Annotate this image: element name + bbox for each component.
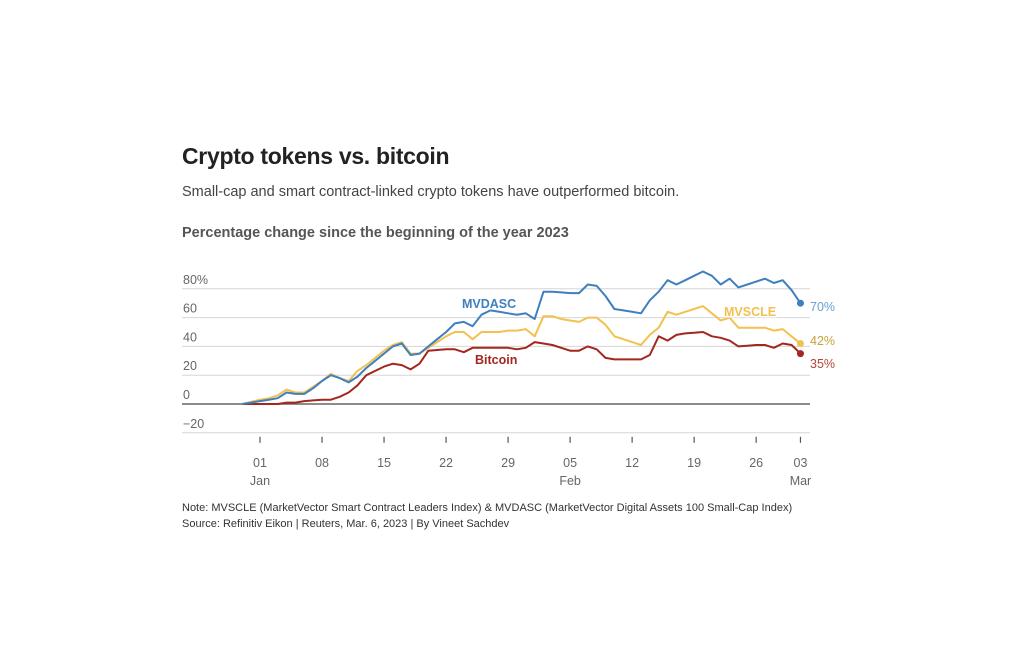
series-labels: 70% 42% 35% MVDASC MVSCLE Bitcoin	[461, 296, 836, 372]
x-tick-sublabel: Jan	[250, 474, 270, 488]
series-line-mvscle	[242, 305, 802, 405]
series-endpoint-mvdasc	[796, 299, 804, 307]
chart-source: Source: Refinitiv Eikon | Reuters, Mar. …	[182, 518, 510, 530]
y-tick-label: −20	[183, 417, 204, 431]
series-name-label: Bitcoin	[475, 353, 517, 367]
chart-note: Note: MVSCLE (MarketVector Smart Contrac…	[182, 502, 793, 514]
x-tick-label: 03	[794, 456, 808, 470]
x-tick-label: 12	[625, 456, 639, 470]
y-tick-label: 0	[183, 388, 190, 402]
series-line-mvdasc	[242, 270, 802, 405]
x-tick-label: 05	[563, 456, 577, 470]
x-tick-label: 19	[687, 456, 701, 470]
y-tick-label: 60	[183, 302, 197, 316]
x-tick-label: 15	[377, 456, 391, 470]
y-tick-label: 80%	[183, 273, 208, 287]
y-tick-label: 40	[183, 330, 197, 344]
gridlines: 80% 60 40 20 0 −20	[182, 273, 810, 434]
chart-subtitle: Small-cap and smart contract-linked cryp…	[182, 184, 680, 200]
x-tick-label: 08	[315, 456, 329, 470]
series-endpoint-bitcoin	[796, 350, 804, 358]
x-tick-label: 29	[501, 456, 515, 470]
end-value-label: 35%	[810, 357, 835, 371]
x-tick-label: 01	[253, 456, 267, 470]
y-tick-label: 20	[183, 359, 197, 373]
end-value-label: 70%	[810, 300, 835, 314]
chart-title: Crypto tokens vs. bitcoin	[182, 143, 450, 169]
x-tick-label: 26	[749, 456, 763, 470]
x-axis: 01 Jan 08 15 22 29 05 Feb 12 19 26 03 Mar	[250, 436, 812, 488]
series-name-label: MVDASC	[462, 297, 516, 311]
end-value-label: 42%	[810, 334, 835, 348]
x-tick-label: 22	[439, 456, 453, 470]
x-tick-sublabel: Feb	[559, 474, 581, 488]
x-tick-sublabel: Mar	[790, 474, 812, 488]
series-endpoint-mvscle	[796, 340, 804, 348]
chart-y-description: Percentage change since the beginning of…	[182, 225, 569, 241]
series-lines	[242, 270, 804, 405]
series-name-label: MVSCLE	[724, 305, 776, 319]
series-line-bitcoin	[242, 331, 802, 405]
